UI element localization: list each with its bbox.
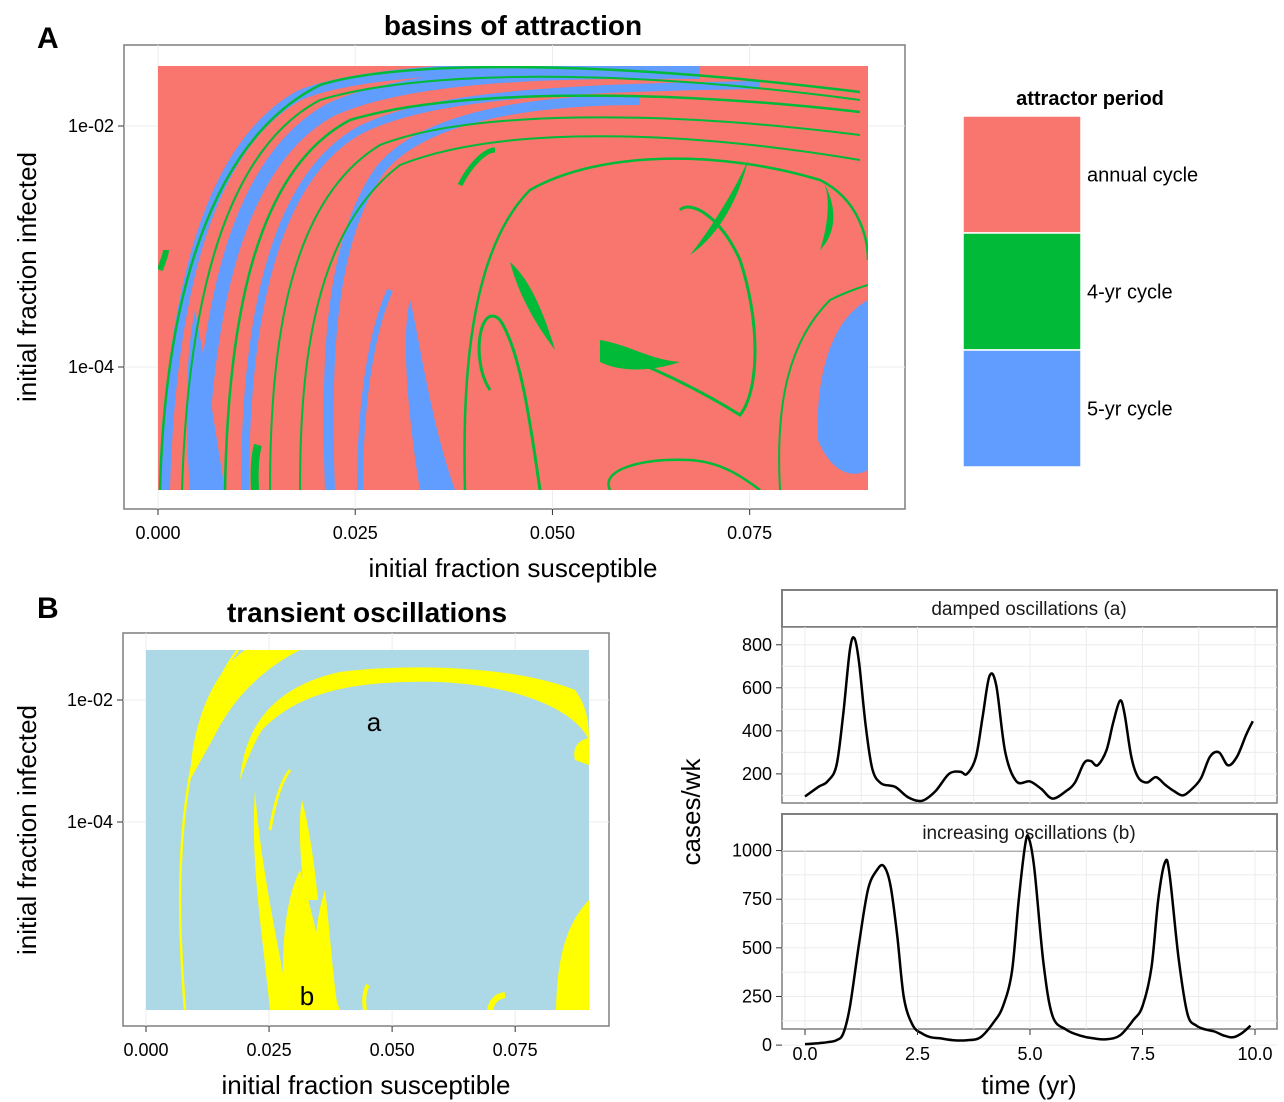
- basin-4yr-blob: [600, 340, 680, 370]
- basin-4yr-line: [269, 116, 861, 490]
- basin-4yr-line: [463, 157, 868, 490]
- basin-4yr-line: [778, 284, 868, 490]
- panel-a-label: A: [37, 22, 59, 55]
- transient-band: [362, 983, 370, 1010]
- y-tick-label: 750: [742, 889, 772, 909]
- panel-a: A basins of attraction: [12, 10, 1198, 583]
- y-tick-label: 1e-04: [68, 357, 114, 377]
- plot-damped: 200 400 600 800: [742, 627, 1277, 803]
- x-tick-label: 0.000: [123, 1040, 168, 1060]
- y-tick-label: 250: [742, 986, 772, 1006]
- x-tick-label: 0.025: [333, 523, 378, 543]
- y-tick-label: 1e-02: [68, 116, 114, 136]
- x-tick-label: 0.075: [493, 1040, 538, 1060]
- basin-4yr-line: [477, 314, 542, 490]
- time-ylabel: cases/wk: [676, 758, 706, 866]
- basin-4yr-line: [158, 249, 169, 271]
- x-tick-label: 2.5: [905, 1044, 930, 1064]
- transient-band: [299, 800, 318, 900]
- y-tick-label: 1000: [732, 841, 772, 861]
- panel-a-axes: 0.000 0.025 0.050 0.075 1e-02 1e-04: [68, 116, 772, 543]
- panel-b-heatmap: [146, 650, 589, 1010]
- basin-5yr-band: [241, 81, 761, 490]
- basin-4yr-line: [607, 458, 761, 490]
- y-tick-label: 200: [742, 764, 772, 784]
- basin-5yr-corner: [817, 300, 868, 474]
- strip-increasing-label: increasing oscillations (b): [922, 823, 1135, 844]
- annotation-a: a: [367, 707, 382, 737]
- panel-b-ylabel: initial fraction infected: [12, 705, 42, 955]
- x-tick-label: 5.0: [1017, 1044, 1042, 1064]
- basin-5yr-blob: [186, 310, 225, 490]
- transient-band: [487, 992, 506, 1010]
- annotation-b: b: [300, 981, 314, 1011]
- basin-4yr-blob: [250, 443, 262, 490]
- basin-4yr-blob: [820, 180, 834, 250]
- series-line: [804, 834, 1252, 1046]
- time-x-axis: 0.0 2.5 5.0 7.5 10.0: [792, 1029, 1273, 1064]
- basin-4yr-blob: [510, 262, 555, 350]
- legend-swatch: [962, 115, 1082, 234]
- x-tick-label: 0.0: [792, 1044, 817, 1064]
- basin-4yr-line: [223, 94, 861, 490]
- legend-title: attractor period: [1016, 88, 1164, 110]
- x-tick-label: 0.050: [530, 523, 575, 543]
- panel-b-axes: 0.000 0.025 0.050 0.075 1e-02 1e-04: [67, 690, 538, 1060]
- plot-increasing: 0 250 500 750 1000: [732, 834, 1277, 1055]
- panel-a-title: basins of attraction: [384, 10, 642, 41]
- basin-5yr-band: [357, 288, 393, 490]
- time-series-panel: damped oscillations (a) 200 400 600 800 inc…: [676, 589, 1278, 1100]
- basin-annual-background: [158, 66, 868, 490]
- y-tick-label: 800: [742, 635, 772, 655]
- panel-b-xlabel: initial fraction susceptible: [221, 1070, 510, 1100]
- panel-b-label: B: [37, 592, 59, 625]
- legend-swatch: [962, 349, 1082, 468]
- basin-4yr-line: [158, 66, 861, 490]
- panel-a-xlabel: initial fraction susceptible: [368, 553, 657, 583]
- y-tick-label: 1e-02: [67, 690, 113, 710]
- legend-label: 4-yr cycle: [1087, 282, 1173, 304]
- legend-entries: annual cycle 4-yr cycle 5-yr cycle: [962, 115, 1198, 468]
- y-tick-label: 500: [742, 938, 772, 958]
- transient-corner: [574, 738, 589, 765]
- x-tick-label: 0.025: [247, 1040, 292, 1060]
- x-tick-label: 0.000: [135, 523, 180, 543]
- transient-band: [190, 650, 300, 780]
- legend: attractor period annual cycle 4-yr cycle 5…: [962, 88, 1198, 468]
- y-tick-label: 1e-04: [67, 812, 113, 832]
- basin-5yr-band: [193, 66, 701, 490]
- basin-4yr-line: [457, 147, 496, 187]
- legend-swatch: [962, 232, 1082, 351]
- transient-band: [253, 790, 290, 1010]
- time-xlabel: time (yr): [981, 1070, 1076, 1100]
- transient-band: [314, 890, 338, 1010]
- legend-label: annual cycle: [1087, 165, 1198, 187]
- x-tick-label: 10.0: [1237, 1044, 1272, 1064]
- panel-b-title: transient oscillations: [227, 597, 507, 628]
- legend-label: 5-yr cycle: [1087, 399, 1173, 421]
- panel-b: B transient oscillations 0.000 0.025 0.050…: [12, 592, 610, 1100]
- basin-5yr-band: [323, 95, 641, 490]
- basin-5yr-blob: [405, 300, 455, 490]
- x-tick-label: 0.075: [727, 523, 772, 543]
- panel-a-heatmap: [158, 66, 868, 490]
- strip-damped-label: damped oscillations (a): [931, 599, 1126, 620]
- basin-4yr-line: [299, 135, 861, 490]
- x-tick-label: 7.5: [1130, 1044, 1155, 1064]
- y-tick-label: 400: [742, 721, 772, 741]
- transient-corner: [556, 900, 589, 1010]
- basin-4yr-line: [181, 75, 861, 490]
- basin-4yr-line: [599, 205, 757, 417]
- y-tick-label: 0: [762, 1035, 772, 1055]
- y-tick-label: 600: [742, 678, 772, 698]
- transient-band: [268, 769, 292, 831]
- panel-a-ylabel: initial fraction infected: [12, 152, 42, 402]
- x-tick-label: 0.050: [370, 1040, 415, 1060]
- series-line: [804, 636, 1254, 803]
